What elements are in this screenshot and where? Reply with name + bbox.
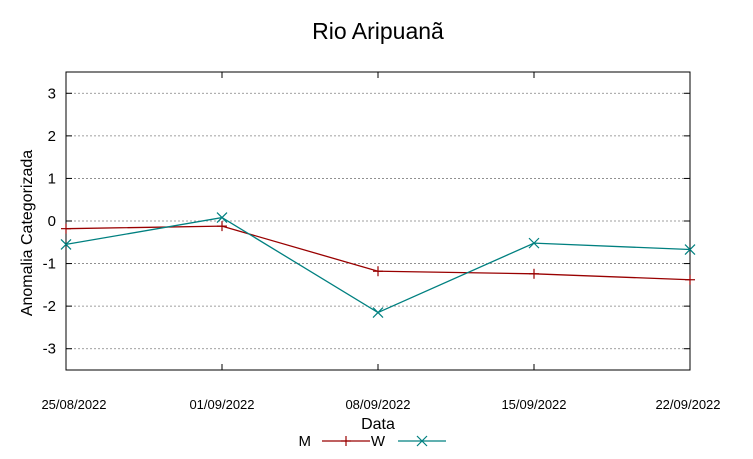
y-tick-label: -2 <box>43 298 56 315</box>
data-point-w <box>684 244 696 255</box>
series-layer <box>60 212 696 318</box>
y-tick-label: 1 <box>48 170 56 187</box>
x-tick-label: 01/09/2022 <box>189 397 254 412</box>
legend-marker-m <box>341 436 351 446</box>
legend-label-w: W <box>371 433 386 450</box>
data-point-w <box>60 238 72 250</box>
x-axis-label: Data <box>361 416 395 433</box>
y-tick-label: -1 <box>43 256 56 273</box>
data-point-m <box>217 221 227 232</box>
chart-title: Rio Aripuanã <box>312 18 444 44</box>
legend-label-m: M <box>299 433 312 450</box>
y-tick-label: 2 <box>48 128 56 145</box>
plot-frame <box>65 71 691 371</box>
y-tick-label: 3 <box>48 85 56 102</box>
x-tick-label: 15/09/2022 <box>501 397 566 412</box>
data-point-m <box>685 274 695 285</box>
x-tick-labels: 25/08/2022 01/09/2022 08/09/2022 15/09/2022… <box>41 397 720 412</box>
x-tick-label: 08/09/2022 <box>345 397 410 412</box>
grid-lines <box>66 92 690 350</box>
y-tick-label: -3 <box>43 341 56 358</box>
y-tick-labels: 3 2 1 0 -1 -2 -3 <box>43 85 56 357</box>
x-tick-label: 22/09/2022 <box>655 397 720 412</box>
data-point-w <box>372 307 384 318</box>
y-axis-label: Anomalia Categorizada <box>19 150 36 316</box>
data-point-m <box>61 223 71 234</box>
data-point-w <box>528 237 540 249</box>
legend-marker-w <box>416 435 428 447</box>
y-tick-label: 0 <box>48 213 56 230</box>
data-point-w <box>216 212 228 224</box>
x-tick-label: 25/08/2022 <box>41 397 106 412</box>
data-point-m <box>529 268 539 279</box>
series-line-w <box>65 216 691 314</box>
data-point-m <box>373 266 383 277</box>
